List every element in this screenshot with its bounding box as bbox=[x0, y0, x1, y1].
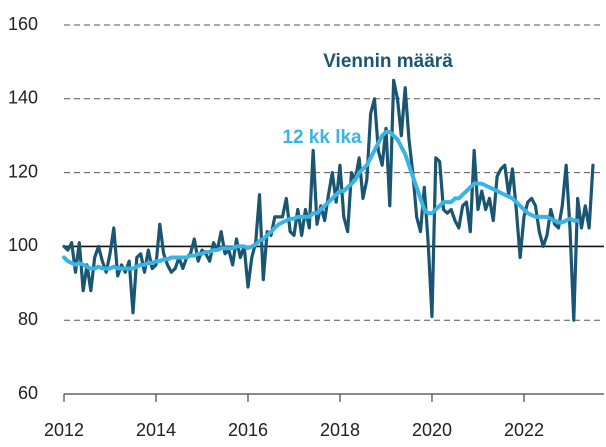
y-tick-label: 100 bbox=[8, 235, 38, 255]
annotation: Viennin määrä bbox=[323, 51, 453, 72]
x-tick-label: 2014 bbox=[136, 420, 176, 440]
x-tick-label: 2022 bbox=[504, 420, 544, 440]
series-line bbox=[62, 78, 595, 322]
x-tick-label: 2012 bbox=[44, 420, 84, 440]
y-tick-label: 80 bbox=[18, 309, 38, 329]
y-tick-label: 160 bbox=[8, 14, 38, 34]
x-tick-label: 2020 bbox=[412, 420, 452, 440]
y-tick-label: 60 bbox=[18, 383, 38, 403]
x-tick-label: 2018 bbox=[320, 420, 360, 440]
y-tick-label: 120 bbox=[8, 161, 38, 181]
annotation: 12 kk lka bbox=[282, 127, 362, 148]
series-line bbox=[62, 130, 580, 271]
y-tick-label: 140 bbox=[8, 88, 38, 108]
x-tick-label: 2016 bbox=[228, 420, 268, 440]
